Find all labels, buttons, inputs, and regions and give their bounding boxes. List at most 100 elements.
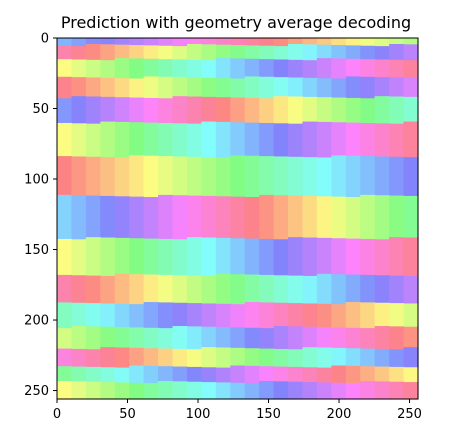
heatmap-cell	[114, 58, 130, 79]
heatmap-cell	[186, 38, 202, 45]
heatmap-cell	[360, 328, 376, 350]
heatmap-cell	[244, 365, 260, 384]
heatmap-cell	[331, 97, 347, 123]
heatmap-cell	[345, 383, 361, 400]
heatmap-cell	[316, 157, 332, 197]
heatmap-cell	[316, 327, 332, 349]
heatmap-cell	[215, 273, 231, 305]
heatmap-cell	[230, 274, 246, 305]
heatmap-cell	[244, 155, 260, 198]
heatmap-cell	[172, 239, 188, 276]
heatmap-cell	[57, 76, 73, 99]
heatmap-cell	[230, 304, 246, 329]
heatmap-cell	[71, 326, 87, 350]
heatmap-cell	[230, 38, 246, 46]
heatmap-cell	[230, 45, 246, 60]
heatmap-cell	[201, 303, 217, 328]
heatmap-cell	[345, 38, 361, 47]
x-tick-label: 250	[397, 407, 422, 422]
heatmap-cell	[172, 381, 188, 400]
heatmap-cell	[158, 76, 174, 99]
heatmap-cell	[158, 328, 174, 350]
heatmap-cell	[374, 239, 390, 276]
heatmap-cell	[302, 38, 318, 45]
heatmap-cell	[186, 59, 202, 79]
heatmap-cell	[316, 273, 332, 305]
heatmap-cell	[100, 326, 116, 348]
heatmap-cell	[360, 76, 376, 99]
heatmap-cell	[143, 76, 159, 99]
heatmap-cell	[316, 97, 332, 123]
heatmap-cell	[403, 195, 419, 239]
heatmap-cell	[215, 367, 231, 384]
heatmap-cell	[100, 121, 116, 158]
heatmap-cell	[215, 347, 231, 369]
heatmap-cell	[316, 237, 332, 275]
heatmap-cell	[302, 347, 318, 368]
heatmap-cell	[374, 38, 390, 47]
heatmap-cell	[259, 194, 275, 240]
heatmap-cell	[129, 304, 145, 329]
heatmap-cell	[172, 77, 188, 97]
heatmap-cell	[143, 274, 159, 303]
heatmap-cell	[143, 196, 159, 240]
heatmap-cell	[201, 275, 217, 305]
heatmap-cell	[331, 347, 347, 367]
heatmap-cell	[403, 60, 419, 79]
heatmap-cell	[259, 366, 275, 382]
heatmap-cell	[158, 156, 174, 196]
heatmap-cell	[302, 237, 318, 277]
heatmap-cell	[71, 96, 87, 124]
heatmap-cell	[288, 38, 304, 45]
heatmap-cell	[374, 366, 390, 382]
heatmap-cell	[57, 38, 73, 47]
heatmap-cell	[100, 77, 116, 98]
x-tick-label: 50	[119, 407, 136, 422]
heatmap-cell	[201, 237, 217, 277]
heatmap-cell	[316, 58, 332, 79]
heatmap-cell	[129, 155, 145, 198]
heatmap-cell	[85, 303, 101, 327]
heatmap-cell	[360, 122, 376, 157]
heatmap-cell	[360, 194, 376, 240]
heatmap-cell	[259, 45, 275, 60]
heatmap-cell	[186, 349, 202, 368]
heatmap-cell	[172, 275, 188, 304]
heatmap-cell	[389, 43, 405, 61]
heatmap-cell	[360, 348, 376, 367]
heatmap-cell	[403, 275, 419, 305]
heatmap-cell	[215, 303, 231, 328]
heatmap-cell	[85, 326, 101, 350]
heatmap-cell	[288, 123, 304, 158]
heatmap-cell	[129, 58, 145, 80]
heatmap-cell	[172, 96, 188, 124]
heatmap-cell	[186, 381, 202, 400]
heatmap-cell	[114, 237, 130, 275]
heatmap-cell	[230, 365, 246, 384]
heatmap-cell	[215, 157, 231, 197]
y-axis: 0 50 100 150 200 250	[24, 32, 57, 399]
heatmap-cell	[143, 348, 159, 367]
heatmap-cell	[85, 77, 101, 98]
heatmap-cell	[331, 45, 347, 60]
heatmap-cell	[201, 121, 217, 158]
heatmap-cell	[389, 381, 405, 400]
heatmap-cell	[345, 97, 361, 124]
heatmap-cell	[389, 96, 405, 125]
heatmap-cell	[158, 381, 174, 400]
heatmap-cell	[230, 347, 246, 367]
heatmap-cell	[85, 59, 101, 79]
heatmap-cell	[172, 326, 188, 350]
heatmap-cell	[288, 303, 304, 327]
heatmap-cell	[259, 302, 275, 329]
heatmap-cell	[230, 196, 246, 239]
heatmap-cell	[215, 44, 231, 59]
heatmap-cell	[129, 382, 145, 400]
heatmap-cell	[244, 327, 260, 349]
heatmap-cell	[316, 38, 332, 46]
heatmap-cell	[158, 98, 174, 124]
heatmap-cell	[201, 195, 217, 239]
heatmap-cell	[85, 195, 101, 238]
heatmap-cell	[374, 59, 390, 78]
